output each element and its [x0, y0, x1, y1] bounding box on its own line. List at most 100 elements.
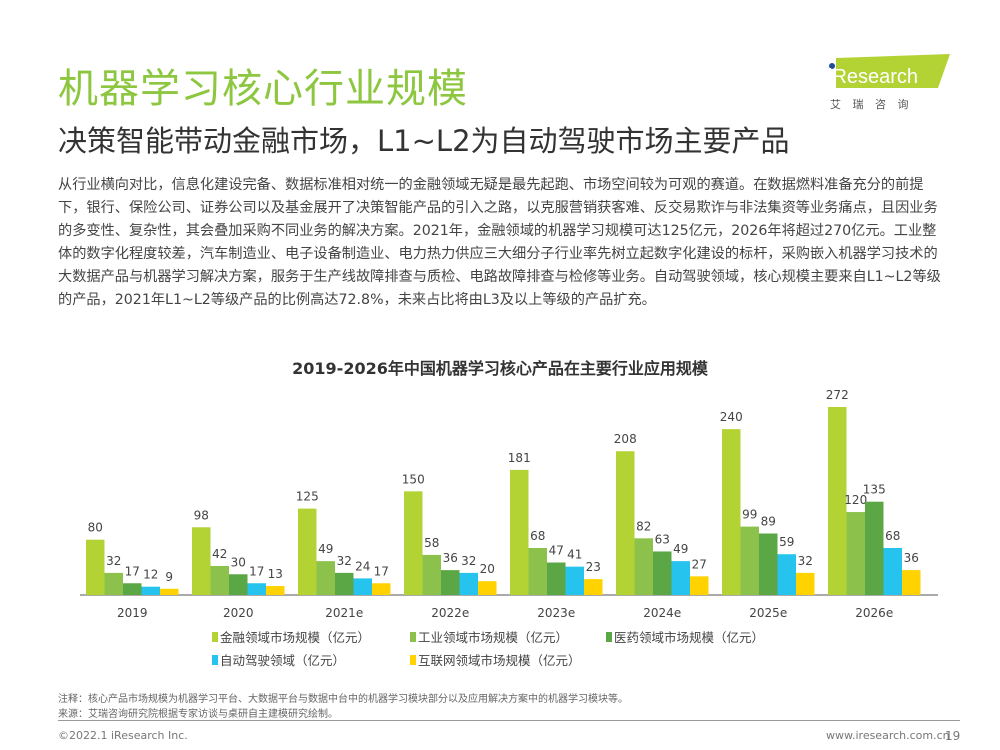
bar	[510, 469, 529, 595]
data-label: 41	[567, 548, 582, 562]
data-label: 30	[231, 555, 246, 569]
bar	[883, 548, 902, 595]
iresearch-logo: iResearch 艾 瑞 咨 询	[826, 52, 956, 112]
data-label: 63	[655, 532, 670, 546]
data-label: 80	[88, 521, 103, 535]
bar	[565, 566, 584, 595]
bar	[247, 583, 266, 595]
bar	[459, 572, 478, 595]
bar	[160, 588, 179, 595]
chart-title: 2019-2026年中国机器学习核心产品在主要行业应用规模	[292, 359, 708, 378]
x-tick-label: 2023e	[537, 606, 575, 620]
legend-label: 互联网领域市场规模（亿元）	[418, 653, 581, 668]
page-title: 机器学习核心行业规模	[58, 66, 468, 112]
website-link[interactable]: www.iresearch.com.cn	[826, 729, 950, 742]
page-number: 19	[945, 729, 961, 743]
data-label: 68	[530, 529, 545, 543]
bar	[335, 572, 354, 595]
data-label: 13	[268, 567, 283, 581]
x-tick-label: 2026e	[855, 606, 893, 620]
data-label: 24	[355, 559, 370, 573]
svg-text:iResearch: iResearch	[828, 66, 918, 88]
legend-swatch	[410, 655, 416, 665]
legend-swatch	[212, 632, 218, 642]
data-label: 36	[904, 551, 919, 565]
data-label: 89	[761, 514, 776, 528]
bar	[266, 586, 285, 595]
legend-swatch	[410, 632, 416, 642]
legend-label: 自动驾驶领域（亿元）	[220, 653, 345, 668]
data-label: 17	[374, 564, 389, 578]
data-label: 58	[424, 536, 439, 550]
x-tick-label: 2024e	[643, 606, 681, 620]
bar	[104, 572, 123, 595]
bar	[316, 561, 335, 595]
data-label: 32	[337, 554, 352, 568]
data-label: 120	[844, 493, 867, 507]
bar	[796, 572, 815, 595]
data-label: 23	[586, 560, 601, 574]
x-tick-label: 2019	[117, 606, 148, 620]
footnote: 注释：核心产品市场规模为机器学习平台、大数据平台与数据中台中的机器学习模块部分以…	[58, 694, 628, 705]
svg-text:艾 瑞 咨 询: 艾 瑞 咨 询	[830, 97, 913, 111]
data-label: 68	[885, 529, 900, 543]
legend-label: 医药领域市场规模（亿元）	[614, 630, 764, 645]
bar	[584, 579, 603, 595]
bar	[210, 565, 229, 595]
bar	[86, 539, 105, 595]
bar	[865, 501, 884, 595]
bar	[404, 491, 423, 595]
bar	[653, 551, 672, 595]
bar	[722, 429, 741, 595]
bar	[740, 526, 759, 595]
bar	[690, 576, 709, 595]
legend-label: 金融领域市场规模（亿元）	[220, 630, 370, 645]
data-label: 49	[318, 542, 333, 556]
data-label: 125	[296, 490, 319, 504]
legend-swatch	[212, 655, 218, 665]
bar	[547, 562, 566, 595]
data-label: 36	[443, 551, 458, 565]
data-label: 150	[402, 472, 425, 486]
x-tick-label: 2022e	[431, 606, 469, 620]
body-paragraph: 从行业横向对比，信息化建设完备、数据标准相对统一的金融领域无疑是最先起跑、市场空…	[58, 177, 941, 308]
data-label: 17	[249, 564, 264, 578]
bar	[422, 554, 441, 595]
data-label: 82	[636, 519, 651, 533]
data-label: 98	[194, 508, 209, 522]
data-label: 181	[508, 451, 531, 465]
legend-label: 工业领域市场规模（亿元）	[418, 630, 568, 645]
data-label: 240	[720, 410, 743, 424]
data-label: 99	[742, 508, 757, 522]
data-label: 135	[863, 483, 886, 497]
bar	[372, 583, 391, 595]
copyright: ©2022.1 iResearch Inc.	[58, 729, 188, 742]
data-label: 49	[673, 542, 688, 556]
divider	[58, 720, 960, 721]
x-tick-label: 2021e	[325, 606, 363, 620]
x-tick-label: 2025e	[749, 606, 787, 620]
bar	[616, 451, 635, 595]
bar	[634, 538, 653, 595]
data-label: 272	[826, 388, 849, 402]
data-label: 59	[779, 535, 794, 549]
source-note: 来源：艾瑞咨询研究院根据专家访谈与桌研自主建模研究绘制。	[58, 709, 338, 720]
bar	[123, 583, 142, 595]
data-label: 208	[614, 432, 637, 446]
data-label: 17	[125, 564, 140, 578]
bar	[846, 512, 865, 595]
bar	[828, 407, 847, 595]
bar	[141, 586, 160, 595]
data-label: 27	[692, 557, 707, 571]
bar	[229, 574, 248, 595]
x-tick-label: 2020	[223, 606, 254, 620]
data-label: 32	[461, 554, 476, 568]
bar	[298, 508, 317, 595]
data-label: 32	[106, 554, 121, 568]
bar	[902, 570, 921, 595]
bar	[671, 561, 690, 595]
bar	[441, 570, 460, 595]
bar	[777, 554, 796, 595]
data-label: 42	[212, 547, 227, 561]
